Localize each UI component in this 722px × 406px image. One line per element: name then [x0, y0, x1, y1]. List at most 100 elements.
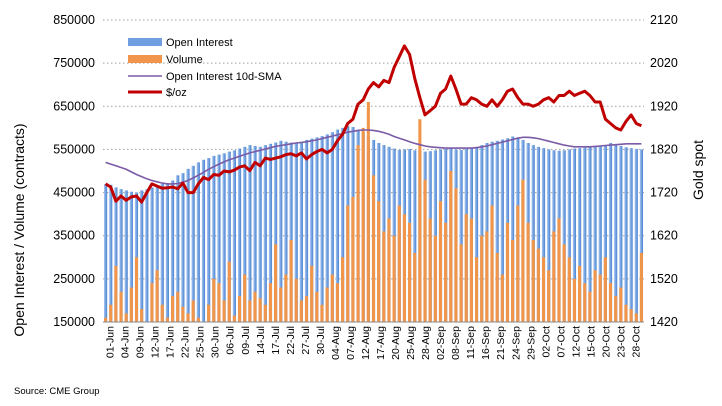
open-interest-bar	[232, 150, 236, 322]
volume-bar	[490, 205, 494, 322]
volume-bar	[526, 222, 530, 322]
volume-bar	[583, 283, 587, 322]
right-tick-label: 1620	[650, 229, 678, 243]
open-interest-bar	[160, 183, 164, 322]
open-interest-bar	[603, 145, 607, 322]
x-tick-label: 30-Jul	[315, 326, 327, 355]
x-tick-label: 15-Oct	[585, 326, 597, 358]
volume-bar	[346, 205, 350, 322]
volume-bar	[541, 257, 546, 322]
volume-bar	[284, 274, 288, 322]
open-interest-bar	[340, 127, 345, 322]
volume-bar	[608, 283, 613, 322]
open-interest-bar	[170, 180, 175, 322]
volume-bar	[392, 235, 396, 322]
open-interest-bar	[634, 148, 638, 322]
volume-bar	[397, 205, 401, 322]
volume-bar	[124, 313, 128, 322]
open-interest-bar	[335, 129, 340, 322]
volume-bar	[624, 304, 628, 322]
open-interest-bar	[320, 136, 324, 322]
volume-bar	[500, 274, 504, 322]
volume-bar	[243, 274, 247, 322]
right-tick-label: 2020	[650, 56, 678, 70]
open-interest-bar	[624, 147, 628, 322]
volume-bar	[480, 235, 484, 322]
source-note: Source: CME Group	[14, 386, 100, 397]
open-interest-bar	[567, 149, 571, 322]
x-tick-label: 07-Oct	[555, 326, 567, 358]
volume-bar	[634, 313, 638, 322]
volume-bar	[114, 265, 118, 322]
volume-bar	[207, 304, 211, 322]
volume-bar	[562, 244, 566, 322]
volume-bar	[248, 300, 252, 322]
open-interest-bar	[237, 148, 242, 322]
x-tick-label: 14-Jul	[255, 326, 267, 355]
open-interest-bar	[124, 190, 128, 322]
volume-bar	[104, 317, 108, 322]
volume-bar	[341, 257, 345, 322]
x-tick-label: 12-Jun	[150, 326, 162, 358]
open-interest-bar	[114, 187, 118, 322]
volume-bar	[356, 145, 360, 322]
volume-bar	[165, 317, 169, 322]
x-tick-label: 20-Oct	[600, 326, 612, 358]
legend-label-gold-price: $/oz	[166, 87, 187, 99]
volume-bar	[129, 287, 133, 322]
volume-bar	[593, 270, 597, 322]
volume-bar	[330, 274, 334, 322]
open-interest-bar	[289, 142, 293, 322]
open-interest-bar	[207, 158, 211, 322]
volume-bar	[557, 218, 561, 322]
open-interest-bar	[212, 155, 216, 322]
right-tick-label: 1820	[650, 142, 678, 156]
volume-bar	[310, 265, 314, 322]
right-tick-label: 1720	[650, 186, 678, 200]
volume-bar	[382, 231, 386, 322]
volume-bar	[413, 252, 417, 322]
open-interest-bar	[304, 139, 309, 322]
volume-bar	[428, 218, 432, 322]
legend-swatch-open-interest	[128, 38, 162, 46]
volume-bar	[263, 304, 267, 322]
x-tick-label: 28-Oct	[630, 326, 642, 358]
volume-bar	[150, 283, 154, 322]
x-tick-label: 22-Jul	[285, 326, 297, 355]
volume-bar	[387, 218, 391, 322]
sma-line	[105, 129, 642, 185]
left-tick-label: 750000	[53, 56, 95, 70]
open-interest-bar	[248, 145, 252, 322]
legend-label-sma: Open Interest 10d-SMA	[166, 71, 282, 83]
volume-bar	[598, 274, 602, 322]
x-tick-label: 16-Sep	[480, 326, 492, 360]
left-axis-title: Open Interest / Volume (contracts)	[11, 123, 27, 336]
x-tick-label: 04-Jun	[120, 326, 132, 358]
open-interest-bar	[511, 136, 515, 322]
open-interest-bar	[330, 132, 334, 322]
x-tick-label: 29-Sep	[525, 326, 537, 360]
open-interest-bar	[201, 159, 206, 322]
open-interest-bar	[176, 175, 180, 322]
volume-bar	[475, 257, 479, 322]
open-interest-bar	[459, 149, 463, 322]
volume-bar	[155, 270, 159, 322]
volume-bar	[449, 171, 453, 322]
volume-bar	[289, 240, 293, 322]
open-interest-bar	[165, 183, 170, 322]
x-tick-label: 28-Aug	[420, 326, 432, 360]
open-interest-bar	[150, 187, 154, 322]
volume-bar	[227, 261, 231, 322]
x-tick-label: 02-Oct	[540, 326, 552, 358]
right-tick-label: 1920	[650, 99, 678, 113]
open-interest-bar	[181, 173, 185, 322]
left-tick-label: 550000	[53, 142, 95, 156]
open-interest-bar	[243, 146, 247, 322]
open-interest-bar	[614, 144, 618, 322]
legend-label-open-interest: Open Interest	[166, 37, 233, 49]
open-interest-bar	[500, 139, 504, 322]
x-tick-label: 17-Aug	[375, 326, 387, 360]
volume-bar	[408, 222, 412, 322]
volume-bar	[232, 315, 236, 322]
volume-bar	[614, 296, 618, 322]
